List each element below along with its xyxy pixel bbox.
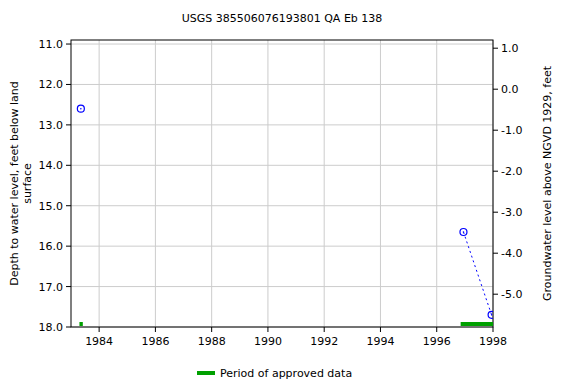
tick-label: 1998	[479, 335, 507, 348]
tick-label: -4.0	[501, 247, 522, 260]
tick-label: 1988	[198, 335, 226, 348]
tick-label: 17.0	[39, 281, 64, 294]
tick	[493, 48, 498, 49]
tick-label: 16.0	[39, 240, 64, 253]
tick	[493, 130, 498, 131]
tick-label: 1992	[310, 335, 338, 348]
tick-label: 18.0	[39, 321, 64, 334]
tick	[211, 327, 212, 332]
legend-label: Period of approved data	[220, 367, 352, 380]
grid-line	[71, 205, 493, 206]
tick-label: 1.0	[501, 42, 519, 55]
grid-line	[324, 40, 325, 327]
axis-label-line: surface	[21, 163, 34, 204]
plot-frame	[71, 40, 493, 327]
tick	[493, 294, 498, 295]
tick	[493, 253, 498, 254]
tick-label: 1984	[85, 335, 113, 348]
tick-label: 1990	[254, 335, 282, 348]
tick	[66, 165, 71, 166]
tick	[99, 327, 100, 332]
tick-label: -5.0	[501, 288, 522, 301]
grid-line	[71, 44, 493, 45]
tick-label: 0.0	[501, 83, 519, 96]
data-point	[77, 105, 84, 112]
grid-line	[71, 165, 493, 166]
tick-label: 1986	[141, 335, 169, 348]
tick-label: 12.0	[39, 78, 64, 91]
tick	[324, 327, 325, 332]
grid-line	[380, 40, 381, 327]
plot-area	[77, 105, 493, 326]
grid-line	[267, 40, 268, 327]
chart: 11.0 12.0 13.0 14.0 15.0 16.0 17.0 18.0 1.0 0.0 -1…	[0, 0, 576, 384]
approved-period	[79, 322, 82, 326]
data-point	[460, 229, 467, 236]
tick-label: 14.0	[39, 159, 64, 172]
tick	[66, 327, 71, 328]
tick	[66, 246, 71, 247]
axis-label: Depth to water level, feet below landsur…	[8, 81, 34, 286]
tick	[66, 84, 71, 85]
data-point-center	[80, 108, 82, 110]
tick-label: -1.0	[501, 124, 522, 137]
data-point-center	[491, 314, 493, 316]
axis-label-line: Depth to water level, feet below land	[8, 81, 21, 286]
tick	[380, 327, 381, 332]
series-line	[463, 232, 491, 315]
tick-label: 1996	[423, 335, 451, 348]
tick-label: 11.0	[39, 38, 64, 51]
legend-swatch	[197, 371, 215, 375]
tick-label: -3.0	[501, 206, 522, 219]
tick	[66, 44, 71, 45]
grid-line	[99, 40, 100, 327]
grid-line	[211, 40, 212, 327]
approved-period	[461, 322, 493, 326]
tick-label: 13.0	[39, 119, 64, 132]
tick	[66, 124, 71, 125]
tick	[66, 286, 71, 287]
grid-line	[71, 124, 493, 125]
tick	[155, 327, 156, 332]
tick	[493, 327, 494, 332]
tick	[66, 205, 71, 206]
grid-line	[71, 84, 493, 85]
data-point-center	[463, 231, 465, 233]
background	[0, 0, 576, 384]
tick	[267, 327, 268, 332]
tick	[493, 212, 498, 213]
tick-label: 15.0	[39, 200, 64, 213]
tick	[493, 171, 498, 172]
grid-line	[71, 246, 493, 247]
grid-line	[71, 286, 493, 287]
tick-label: -2.0	[501, 165, 522, 178]
tick-label: 1994	[366, 335, 394, 348]
data-point	[488, 311, 493, 318]
grid-line	[155, 40, 156, 327]
tick	[436, 327, 437, 332]
title: USGS 385506076193801 QA Eb 138	[182, 12, 383, 25]
axis-label: Groundwater level above NGVD 1929, feet	[541, 65, 554, 301]
tick	[493, 89, 498, 90]
grid-line	[436, 40, 437, 327]
